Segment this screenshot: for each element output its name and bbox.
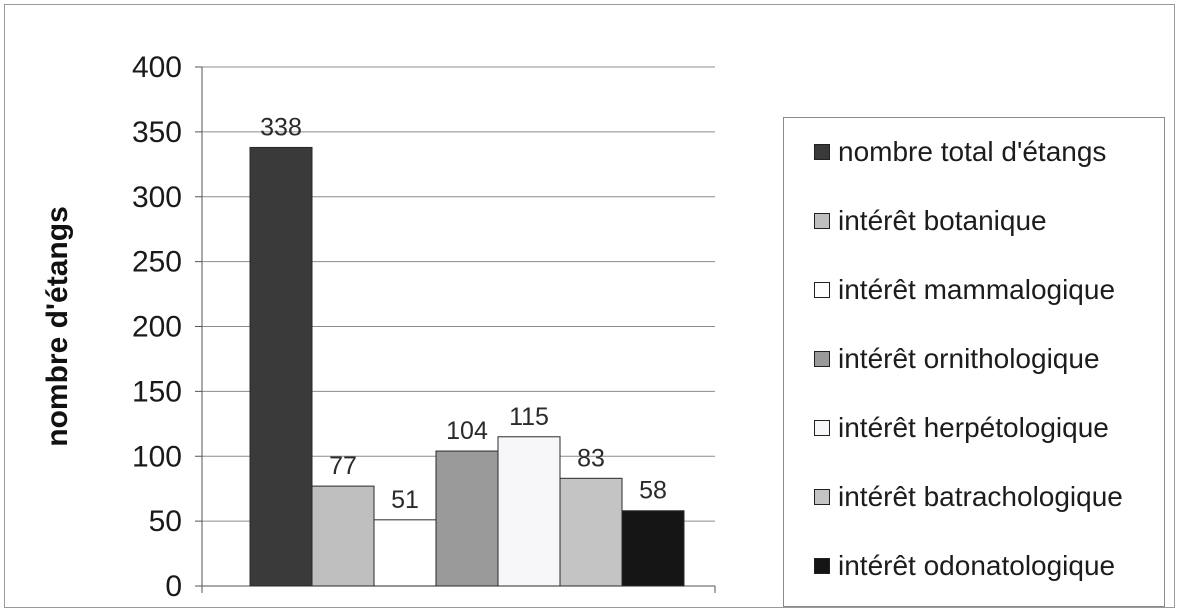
y-tick-label: 150 — [132, 375, 182, 408]
y-tick-label: 100 — [132, 440, 182, 473]
legend-label: intérêt botanique — [838, 205, 1047, 236]
y-tick-label: 250 — [132, 246, 182, 279]
bar — [559, 477, 623, 587]
legend-label: intérêt batrachologique — [838, 481, 1123, 512]
legend-swatch — [814, 144, 830, 160]
y-tick-label: 350 — [132, 116, 182, 149]
bar — [621, 510, 685, 587]
data-label: 58 — [639, 477, 667, 505]
y-tick-label: 400 — [132, 51, 182, 84]
legend-swatch — [814, 351, 830, 367]
chart-frame: 0 50 100 150 200 250 300 350 400 338 77 51 104 115 83 5… — [4, 4, 1175, 608]
legend-swatch — [814, 558, 830, 574]
legend-label: intérêt mammalogique — [838, 274, 1116, 305]
bar — [435, 450, 499, 587]
data-label: 338 — [260, 113, 302, 141]
legend-item: intérêt batrachologique — [814, 477, 1123, 517]
legend-item: intérêt odonatologique — [814, 546, 1115, 586]
legend-item: intérêt herpétologique — [814, 408, 1109, 448]
y-tick-label: 200 — [132, 311, 182, 344]
data-label: 51 — [391, 486, 419, 514]
bar — [311, 485, 375, 587]
y-tick-label: 0 — [165, 570, 182, 603]
y-axis-title: nombre d'étangs — [41, 206, 74, 447]
data-label: 104 — [446, 417, 488, 445]
bar — [373, 519, 437, 587]
legend-label: nombre total d'étangs — [838, 136, 1107, 167]
y-tick-label: 300 — [132, 181, 182, 214]
legend-swatch — [814, 213, 830, 229]
legend-label: intérêt herpétologique — [838, 412, 1109, 443]
legend-label: intérêt odonatologique — [838, 550, 1116, 581]
legend-item: intérêt ornithologique — [814, 339, 1100, 379]
legend-swatch — [814, 489, 830, 505]
legend: nombre total d'étangs intérêt botanique in… — [783, 117, 1165, 607]
y-tick-label: 50 — [149, 505, 182, 538]
legend-item: intérêt mammalogique — [814, 270, 1115, 310]
bar — [497, 436, 561, 587]
legend-item: nombre total d'étangs — [814, 132, 1106, 172]
legend-swatch — [814, 282, 830, 298]
data-label: 115 — [509, 403, 549, 431]
bar — [249, 146, 313, 587]
data-label: 77 — [329, 452, 357, 480]
legend-swatch — [814, 420, 830, 436]
bar-chart: 0 50 100 150 200 250 300 350 400 338 77 51 104 115 83 5… — [41, 51, 716, 603]
legend-label: intérêt ornithologique — [838, 343, 1100, 374]
legend-item: intérêt botanique — [814, 201, 1047, 241]
data-label: 83 — [577, 444, 605, 472]
